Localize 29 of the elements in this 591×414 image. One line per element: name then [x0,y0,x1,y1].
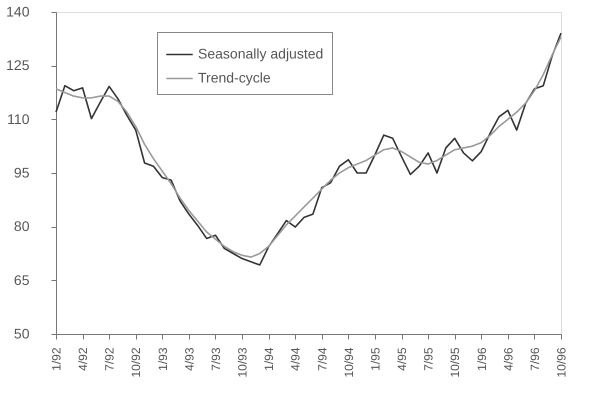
legend-label: Seasonally adjusted [198,46,324,62]
x-tick-label: 10/95 [448,347,462,378]
x-tick-label: 10/94 [342,347,356,378]
x-tick-label: 7/92 [102,347,117,371]
y-tick-label: 125 [6,57,30,74]
x-tick-label: 1/95 [368,347,382,371]
x-tick-label: 1/96 [474,347,489,371]
x-tick-label: 4/92 [76,347,90,371]
x-tick-label: 7/96 [528,347,542,371]
y-tick-label: 65 [14,272,30,288]
x-tick-label: 4/93 [182,347,196,371]
y-tick-label: 80 [14,218,30,234]
y-tick-label: 50 [14,326,30,342]
x-tick-label: 7/95 [422,347,436,371]
x-tick-label: 4/96 [501,347,516,371]
x-tick-label: 4/95 [395,347,410,371]
x-tick-label: 7/93 [208,347,223,371]
y-tick-label: 140 [6,4,30,20]
x-tick-label: 10/92 [129,347,144,378]
y-tick-label: 95 [14,164,30,180]
x-tick-label: 1/94 [262,347,276,371]
x-tick-label: 10/93 [236,347,250,378]
x-tick-label: 1/93 [156,347,170,371]
x-tick-label: 10/96 [554,347,568,378]
legend-label: Trend-cycle [198,70,271,86]
x-tick-label: 1/92 [50,347,64,371]
x-tick-label: 4/94 [288,347,303,371]
y-tick-label: 110 [7,110,30,127]
x-tick-label: 7/94 [315,347,330,371]
